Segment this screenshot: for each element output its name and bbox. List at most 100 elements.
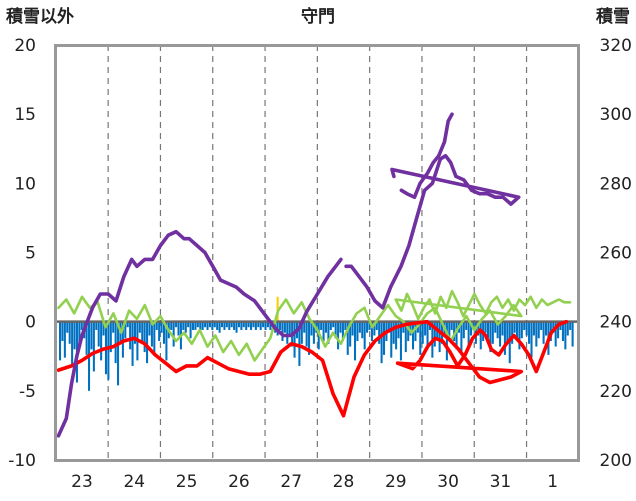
precip-bar [109,321,112,353]
precip-bar [515,321,519,342]
precip-bar [206,321,209,330]
grid [107,45,528,460]
precip-bar [170,321,173,330]
precip-bar [465,321,468,330]
x-ticks: 23 24 25 26 27 28 29 30 31 1 [71,472,558,492]
precip-bar [158,321,161,342]
precip-bar [143,321,146,353]
precip-bar [387,321,390,333]
precip-bar [216,321,219,330]
precip-bar [460,321,463,355]
precip-bar [264,321,267,330]
precip-bar [305,321,308,347]
precip-bar [477,321,480,336]
precip-bar [353,321,357,361]
precip-bar [467,321,470,347]
precip-bar [172,321,175,347]
precip-bar [341,321,344,342]
precip-bar [366,321,369,333]
x-tick-label: 23 [71,472,93,492]
precip-bar [211,321,214,330]
precip-bar [397,321,400,339]
precip-bar [382,321,386,355]
precip-bar [564,321,567,350]
precip-bar [370,321,373,342]
precip-bar [61,321,64,342]
y-left-axis-label: 積雪以外 [6,6,74,27]
precip-bar [59,321,62,361]
precip-bar [523,321,526,330]
precip-bar [102,321,105,336]
precip-bar [250,321,253,330]
precip-bar [71,321,74,366]
precip-bar [395,321,398,350]
precip-bar [191,321,195,330]
precip-bar [233,321,236,330]
precip-bar [107,321,110,380]
y-left-tick-label: 15 [14,105,36,125]
precip-bar [356,321,359,342]
precip-bar [312,321,315,344]
precip-bar [150,321,153,347]
precip-bar [566,321,569,336]
series-lines [56,112,572,438]
precip-bar [240,321,243,330]
precip-bar [499,321,502,347]
precip-bar [153,321,156,355]
precip-bar [506,321,509,342]
precip-bar [288,321,291,336]
precip-bar [438,321,441,353]
precip-bar [453,321,456,342]
precip-bar [552,321,555,333]
precip-bar [535,321,538,347]
x-tick-label: 31 [490,472,512,492]
precip-bar [117,321,120,386]
chart-title: 守門 [301,6,335,27]
precip-bar [513,321,516,333]
precip-bar [262,321,265,328]
precip-bar [324,321,328,333]
precip-bar [230,321,233,328]
y-right-tick-label: 280 [600,174,632,194]
precip-bar [266,321,269,328]
precip-bar [129,321,132,350]
precip-bar [368,321,371,330]
precip-bar [80,321,83,330]
precip-bar [95,321,98,330]
precip-bar [177,321,180,336]
y-right-tick-label: 260 [600,244,632,264]
y-right-tick-label: 320 [600,36,632,56]
precip-bar [293,321,296,358]
precip-bar [223,321,226,330]
precip-bar [518,321,521,350]
y-left-tick-label: -5 [19,382,36,402]
precip-bar [332,321,335,328]
precip-bar [286,321,289,344]
precip-bar [448,321,451,339]
precip-bar [349,321,352,347]
snow-depth-line [399,112,454,199]
precip-bar [165,321,168,361]
precip-bar [525,321,528,336]
precip-bar [259,321,262,330]
precip-bar [208,321,211,328]
precip-bar [375,321,378,330]
precip-bar [148,321,151,336]
temperature-line [56,319,569,418]
y-right-ticks: 200 220 240 260 280 300 320 [600,36,632,471]
precip-bar [92,321,95,372]
precip-bar [68,321,71,344]
precip-bar [112,321,115,333]
y-left-tick-label: 5 [25,244,36,264]
precip-bar [162,321,166,344]
precip-bar [126,321,129,328]
precip-bar [247,321,250,328]
y-left-tick-label: -10 [8,451,36,471]
precip-bar [322,321,325,342]
precip-bar [85,321,88,355]
precip-bar [433,321,436,347]
precip-bar [380,321,383,364]
precip-bar [213,321,216,328]
precip-bar [424,321,427,336]
